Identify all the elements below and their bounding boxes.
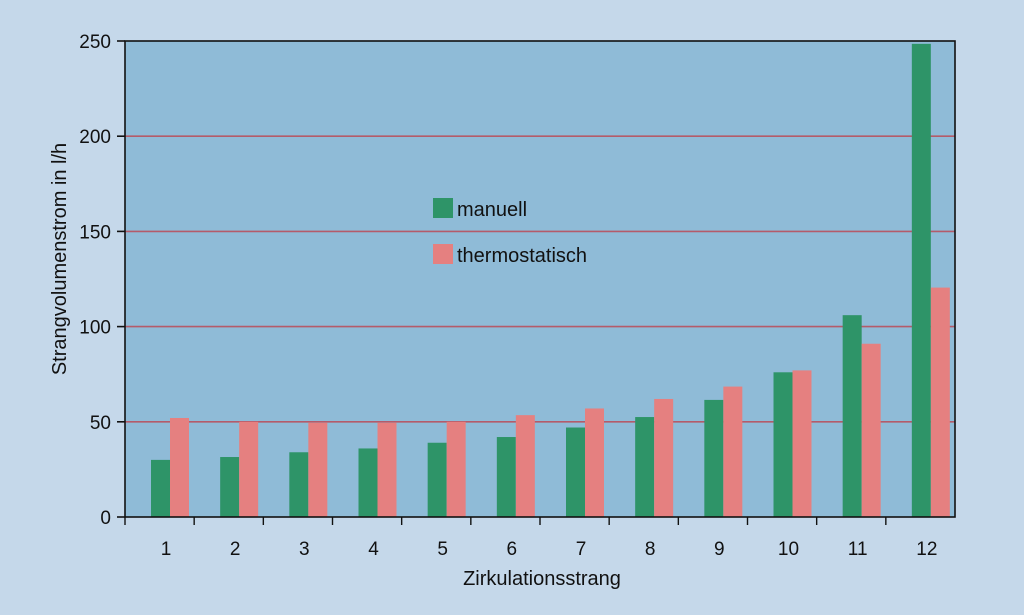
x-tick-label: 2	[230, 539, 241, 560]
plot-area	[125, 41, 955, 517]
y-tick-label: 100	[79, 318, 111, 339]
legend-swatch-thermostatisch	[433, 244, 453, 264]
bar-manuell-6	[496, 437, 516, 517]
x-tick-label: 11	[848, 539, 868, 560]
legend-label-thermostatisch: thermostatisch	[457, 245, 587, 267]
bar-thermostatisch-8	[654, 398, 674, 517]
bar-thermostatisch-4	[377, 422, 397, 517]
bars	[151, 43, 950, 518]
bar-manuell-2	[220, 457, 240, 517]
bar-manuell-8	[635, 417, 655, 517]
x-tick-label: 3	[299, 539, 310, 560]
y-tick-label: 150	[79, 222, 111, 243]
bar-thermostatisch-2	[239, 421, 259, 517]
bar-manuell-1	[151, 459, 170, 517]
x-tick-label: 12	[916, 539, 937, 560]
bar-manuell-11	[842, 315, 862, 517]
x-axis-label: Zirkulationsstrang	[463, 568, 621, 590]
bar-thermostatisch-7	[585, 408, 604, 517]
y-axis: 0 50 100 150 200 250	[79, 32, 125, 529]
y-tick-label: 0	[100, 508, 111, 529]
bar-manuell-9	[704, 399, 724, 517]
bar-manuell-4	[358, 448, 378, 517]
x-tick-label: 5	[437, 539, 448, 560]
bar-manuell-10	[773, 372, 793, 517]
bar-thermostatisch-3	[308, 422, 328, 517]
x-tick-label: 10	[778, 539, 799, 560]
y-tick-label: 250	[79, 32, 111, 53]
legend-label-manuell: manuell	[457, 199, 527, 221]
x-tick-label: 6	[507, 539, 518, 560]
x-tick-label: 1	[161, 539, 172, 560]
bar-manuell-7	[566, 427, 585, 517]
legend: manuell thermostatisch	[433, 198, 587, 267]
y-axis-label: Strangvolumenstrom in l/h	[49, 143, 71, 375]
bar-thermostatisch-6	[515, 415, 535, 517]
bar-thermostatisch-11	[861, 343, 881, 517]
y-tick-label: 200	[79, 127, 111, 148]
x-tick-label: 7	[576, 539, 587, 560]
bar-manuell-5	[427, 442, 447, 517]
legend-swatch-manuell	[433, 198, 453, 218]
x-axis: 1 2 3 4 5 6 7 8 9 10 11 12	[124, 517, 937, 560]
x-tick-label: 8	[645, 539, 656, 560]
bar-thermostatisch-10	[792, 370, 812, 517]
gridlines	[125, 135, 955, 423]
bar-manuell-12	[911, 43, 931, 518]
x-tick-label: 4	[368, 539, 379, 560]
bar-thermostatisch-9	[723, 386, 743, 517]
bar-thermostatisch-5	[446, 421, 466, 517]
x-tick-label: 9	[714, 539, 725, 560]
bar-thermostatisch-12	[930, 287, 950, 517]
bar-manuell-3	[289, 452, 309, 517]
y-tick-label: 50	[90, 413, 111, 434]
bar-thermostatisch-1	[170, 417, 189, 517]
